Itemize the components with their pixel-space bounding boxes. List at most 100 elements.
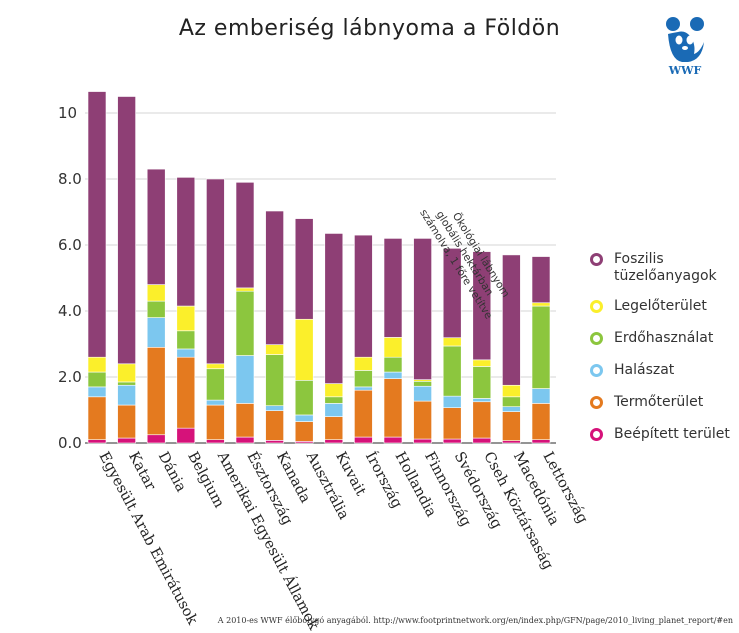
bar-segment	[206, 439, 225, 444]
bar-segment	[472, 437, 492, 444]
bar-segment	[117, 96, 136, 365]
y-tick-label: 8.0	[58, 170, 82, 188]
bar-segment	[265, 344, 284, 355]
bar-segment	[117, 363, 136, 383]
bar-segment	[117, 404, 136, 439]
y-tick-label: 2.0	[58, 368, 82, 386]
bar-segment	[383, 436, 403, 444]
bar-segment	[472, 366, 492, 399]
bar-segment	[472, 398, 492, 403]
y-axis-ticks: 0.0 2.0 4.0 6.0 8.0 10	[58, 104, 82, 452]
bar-segment	[294, 414, 314, 422]
legend-label: Beépített terület	[614, 426, 730, 442]
legend-label: Termőterület	[614, 394, 704, 410]
bar-segment	[294, 379, 314, 416]
bar-segment	[87, 386, 107, 398]
bar-segment	[117, 384, 136, 406]
bar-segment	[472, 251, 492, 361]
legend-label: Foszilis tüzelőanyagok	[614, 251, 717, 284]
bar-segment	[502, 254, 521, 386]
bar-stack	[146, 168, 166, 444]
bar-segment	[502, 396, 521, 407]
bar-segment	[502, 406, 521, 412]
bar-stack	[265, 210, 284, 444]
y-tick-label: 10	[58, 104, 77, 122]
bar-segment	[294, 318, 314, 381]
bar-segment	[146, 168, 166, 285]
bar-segment	[383, 337, 403, 358]
bar-segment	[117, 381, 136, 386]
y-tick-label: 6.0	[58, 236, 82, 254]
panda-icon	[662, 16, 708, 64]
bar-segment	[265, 354, 284, 407]
legend-swatch	[590, 300, 603, 313]
bar-segment	[531, 439, 551, 444]
bar-segment	[354, 356, 373, 371]
bar-segment	[235, 355, 255, 404]
bar-segment	[442, 337, 462, 347]
legend-swatch	[590, 364, 603, 377]
bar-segment	[176, 177, 196, 307]
bar-stack	[87, 91, 107, 444]
bar-segment	[383, 356, 403, 373]
bar-segment	[502, 440, 521, 444]
bar-segment	[206, 368, 225, 401]
bar-segment	[413, 380, 432, 387]
bar-segment	[442, 438, 462, 444]
bar-segment	[354, 386, 373, 391]
bar-segment	[265, 440, 284, 444]
bar-segment	[206, 399, 225, 406]
legend-swatch	[590, 332, 603, 345]
bar-segment	[472, 401, 492, 439]
bar-segment	[472, 359, 492, 367]
bar-segment	[324, 396, 344, 404]
legend-label: Halászat	[614, 362, 675, 378]
wwf-logo-text: WWF	[668, 64, 702, 77]
bar-segment	[294, 421, 314, 442]
bar-stack	[294, 218, 314, 444]
legend-label: Erdőhasználat	[614, 330, 714, 346]
bar-segment	[531, 403, 551, 440]
bar-segment	[413, 238, 432, 380]
bar-stack	[472, 251, 492, 444]
bar-segment	[324, 233, 344, 384]
bar-segment	[502, 384, 521, 398]
legend-swatch	[590, 396, 603, 409]
bar-segment	[294, 218, 314, 320]
bar-segment	[206, 363, 225, 370]
x-axis-labels: Egyesült Arab EmirátusokKatarDániaBelgiu…	[95, 448, 590, 633]
bar-stack	[531, 256, 551, 444]
bar-segment	[235, 287, 255, 292]
wwf-logo: WWF	[660, 14, 710, 80]
bar-segment	[146, 317, 166, 348]
bar-segment	[265, 410, 284, 441]
legend-label: Legelőterület	[614, 298, 707, 314]
bar-stack	[206, 178, 225, 444]
bar-segment	[383, 378, 403, 438]
bar-stack	[502, 254, 521, 444]
bar-stack	[442, 248, 462, 444]
bar-segment	[87, 439, 107, 444]
bar-segment	[442, 345, 462, 397]
source-note: A 2010-es WWF élőbolygó anyagából. http:…	[217, 616, 733, 625]
bar-segment	[354, 389, 373, 438]
bar-stack	[383, 238, 403, 444]
bar-segment	[146, 300, 166, 318]
bar-segment	[531, 256, 551, 304]
bar-segment	[87, 356, 107, 373]
bar-segment	[235, 182, 255, 289]
bar-segment	[324, 403, 344, 417]
y-tick-label: 0.0	[58, 434, 82, 452]
bar-segment	[87, 371, 107, 388]
bar-segment	[176, 330, 196, 350]
bar-segment	[442, 248, 462, 339]
bar-segment	[502, 411, 521, 441]
bar-segment	[235, 290, 255, 356]
bar-segment	[413, 438, 432, 444]
bar-segment	[117, 437, 136, 444]
legend-swatch	[590, 253, 603, 266]
bar-segment	[146, 434, 166, 444]
bar-stack	[354, 234, 373, 444]
bar-segment	[265, 210, 284, 345]
bar-segment	[354, 234, 373, 358]
